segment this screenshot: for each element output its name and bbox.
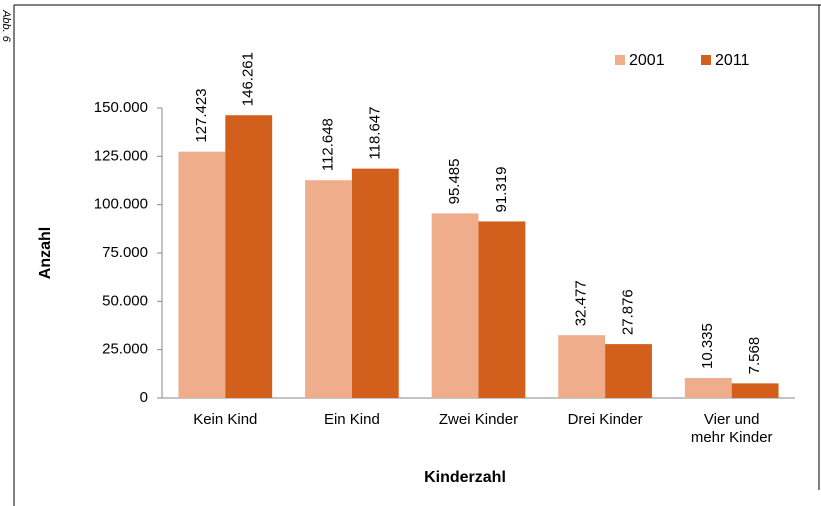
value-label: 32.477 [573,280,590,326]
value-label: 127.423 [193,88,210,142]
y-tick-label: 150.000 [94,99,148,116]
bar [351,168,399,398]
y-tick-label: 50.000 [102,292,148,309]
value-label: 146.261 [240,52,257,106]
y-tick-label: 75.000 [102,244,148,261]
x-tick-label: Kein Kind [193,411,258,428]
bar [225,115,273,399]
y-tick-label: 25.000 [102,341,148,358]
legend-label: 2011 [715,52,750,69]
value-label: 95.485 [446,159,463,205]
bar [305,180,352,398]
y-tick-label: 100.000 [94,196,148,213]
value-label: 10.335 [699,323,716,369]
y-tick-label: 0 [140,389,148,406]
x-axis-title: Kinderzahl [424,469,506,486]
value-label: 27.876 [619,289,636,335]
value-label: 118.647 [366,107,383,160]
legend-label: 2001 [629,52,665,69]
value-label: 112.648 [319,118,336,171]
legend-swatch [701,55,711,65]
x-tick-label: Drei Kinder [567,411,643,428]
bar [178,151,226,398]
x-tick-label: Ein Kind [323,411,380,428]
bar [684,378,732,398]
bar [431,213,479,398]
bar [605,344,652,398]
y-axis-title: Anzahl [37,227,54,279]
x-tick-label: Zwei Kinder [438,411,519,428]
legend-swatch [615,55,625,65]
value-label: 91.319 [493,167,510,213]
annotation: Abb. 6 [0,9,12,43]
bar [558,335,606,398]
y-tick-label: 125.000 [94,147,148,164]
value-label: 7.568 [746,337,763,375]
bar [731,383,779,398]
x-tick-label: Vier und mehr Kinder [690,411,773,446]
bar [478,221,526,398]
